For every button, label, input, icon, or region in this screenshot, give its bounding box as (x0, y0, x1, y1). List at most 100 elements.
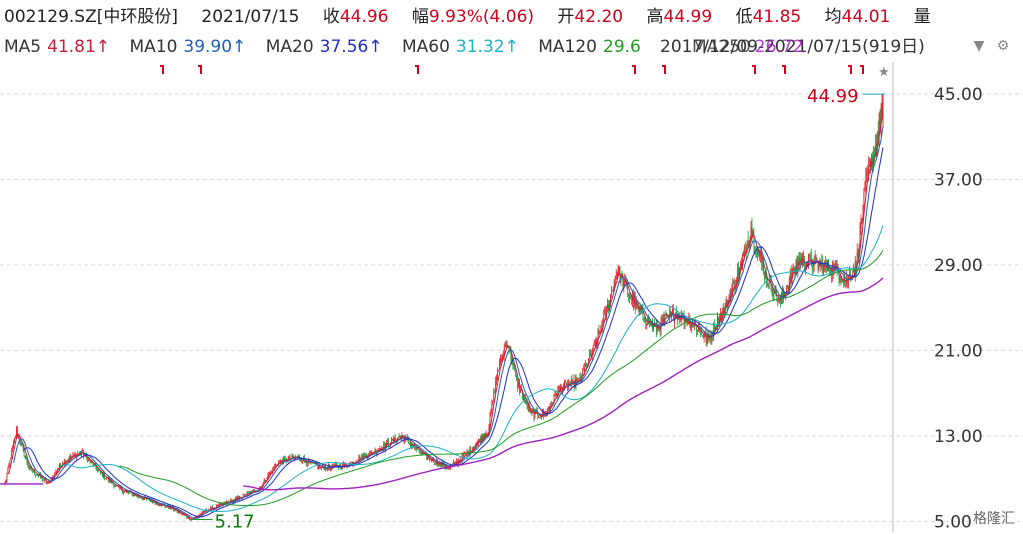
candle-body (107, 478, 109, 481)
candle-body (473, 447, 475, 450)
candle-body (661, 319, 663, 321)
candle-body (434, 462, 435, 464)
candle-body (714, 325, 716, 332)
candle-body (878, 113, 880, 136)
candle-body (268, 474, 270, 476)
candle-body (588, 354, 590, 357)
candle-body (845, 281, 847, 283)
candle-body (15, 436, 16, 437)
candle-body (179, 511, 181, 513)
candle-body (488, 425, 490, 433)
candle-body (110, 480, 112, 484)
candle-body (873, 151, 875, 157)
candle-body (370, 450, 372, 452)
candle-body (199, 513, 201, 516)
candle-body (451, 465, 453, 466)
candle-body (562, 388, 563, 393)
candle-body (618, 267, 620, 273)
candle-body (210, 507, 212, 510)
candle-body (629, 296, 630, 297)
candle-body (349, 462, 351, 464)
candle-body (30, 467, 32, 468)
candle-body (868, 165, 870, 175)
candle-body (86, 457, 88, 462)
candle-body (212, 506, 213, 510)
candle-body (9, 460, 11, 465)
candle-body (690, 325, 692, 330)
candle-body (777, 299, 779, 302)
candle-body (647, 316, 649, 324)
low-label: 5.17 (215, 512, 255, 533)
candle-body (880, 110, 882, 129)
candle-body (558, 386, 560, 392)
candle-body (509, 348, 511, 350)
candle-body (247, 492, 249, 494)
candle-body (89, 459, 91, 463)
candle-body (798, 257, 800, 262)
candle-body (550, 404, 552, 406)
y-tick-label: 21.00 (934, 341, 983, 361)
candle-body (529, 409, 531, 411)
candle-body (857, 252, 859, 257)
candle-body (587, 364, 588, 367)
ma250-value: 26.72 (754, 37, 804, 57)
ma20-value: 37.56↑ (319, 37, 383, 57)
candle-body (785, 294, 786, 297)
candle-body (665, 313, 667, 316)
candle-body (567, 383, 569, 390)
candle-body (802, 255, 804, 261)
candle-body (164, 505, 166, 507)
candle-body (458, 460, 460, 462)
candle-body (321, 467, 322, 469)
candle-body (502, 355, 504, 357)
triangle-down-icon[interactable]: ▼ (973, 38, 985, 54)
candle-body (836, 264, 838, 269)
candle-body (82, 450, 83, 452)
candle-body (454, 462, 455, 464)
candle-body (270, 471, 272, 473)
candle-body (721, 310, 723, 320)
ma250-line (243, 277, 884, 491)
candle-body (236, 498, 237, 500)
candle-body (447, 467, 449, 469)
candle-body (573, 381, 575, 389)
candle-body (402, 435, 404, 437)
candle-body (742, 253, 744, 256)
candle-body (216, 504, 218, 508)
candle-body (769, 278, 771, 281)
candle-body (568, 382, 570, 386)
candle-body (66, 460, 68, 462)
candle-body (379, 448, 381, 450)
candle-body (300, 459, 301, 461)
candle-body (663, 317, 665, 323)
candle-body (818, 262, 820, 269)
candle-body (461, 454, 463, 462)
candle-body (231, 500, 233, 501)
candle-body (862, 213, 864, 220)
candle-body (758, 250, 760, 255)
candle-body (859, 226, 861, 246)
candle-body (557, 389, 559, 396)
candle-body (97, 469, 99, 471)
candle-body (843, 277, 845, 286)
candle-body (485, 433, 487, 436)
candle-body (22, 445, 24, 449)
candle-body (436, 459, 438, 465)
candlestick-chart[interactable]: 45.00 37.00 29.00 21.00 13.00 5.00 44.99 5.17 ★ (0, 62, 1023, 534)
candle-body (648, 318, 650, 325)
candle-body (492, 401, 494, 403)
candle-body (496, 378, 498, 381)
gear-icon[interactable]: ⚙ (996, 38, 1010, 54)
high-field: 高44.99 (647, 7, 713, 27)
candle-body (616, 274, 618, 276)
candle-body (41, 476, 43, 481)
candle-body (571, 379, 573, 381)
candle-body (840, 277, 842, 280)
candle-body (258, 489, 259, 491)
candle-body (611, 290, 613, 291)
candle-body (53, 475, 55, 477)
candle-body (17, 428, 18, 436)
candle-body (610, 291, 612, 294)
candle-body (58, 468, 59, 470)
candle-body (42, 480, 44, 481)
